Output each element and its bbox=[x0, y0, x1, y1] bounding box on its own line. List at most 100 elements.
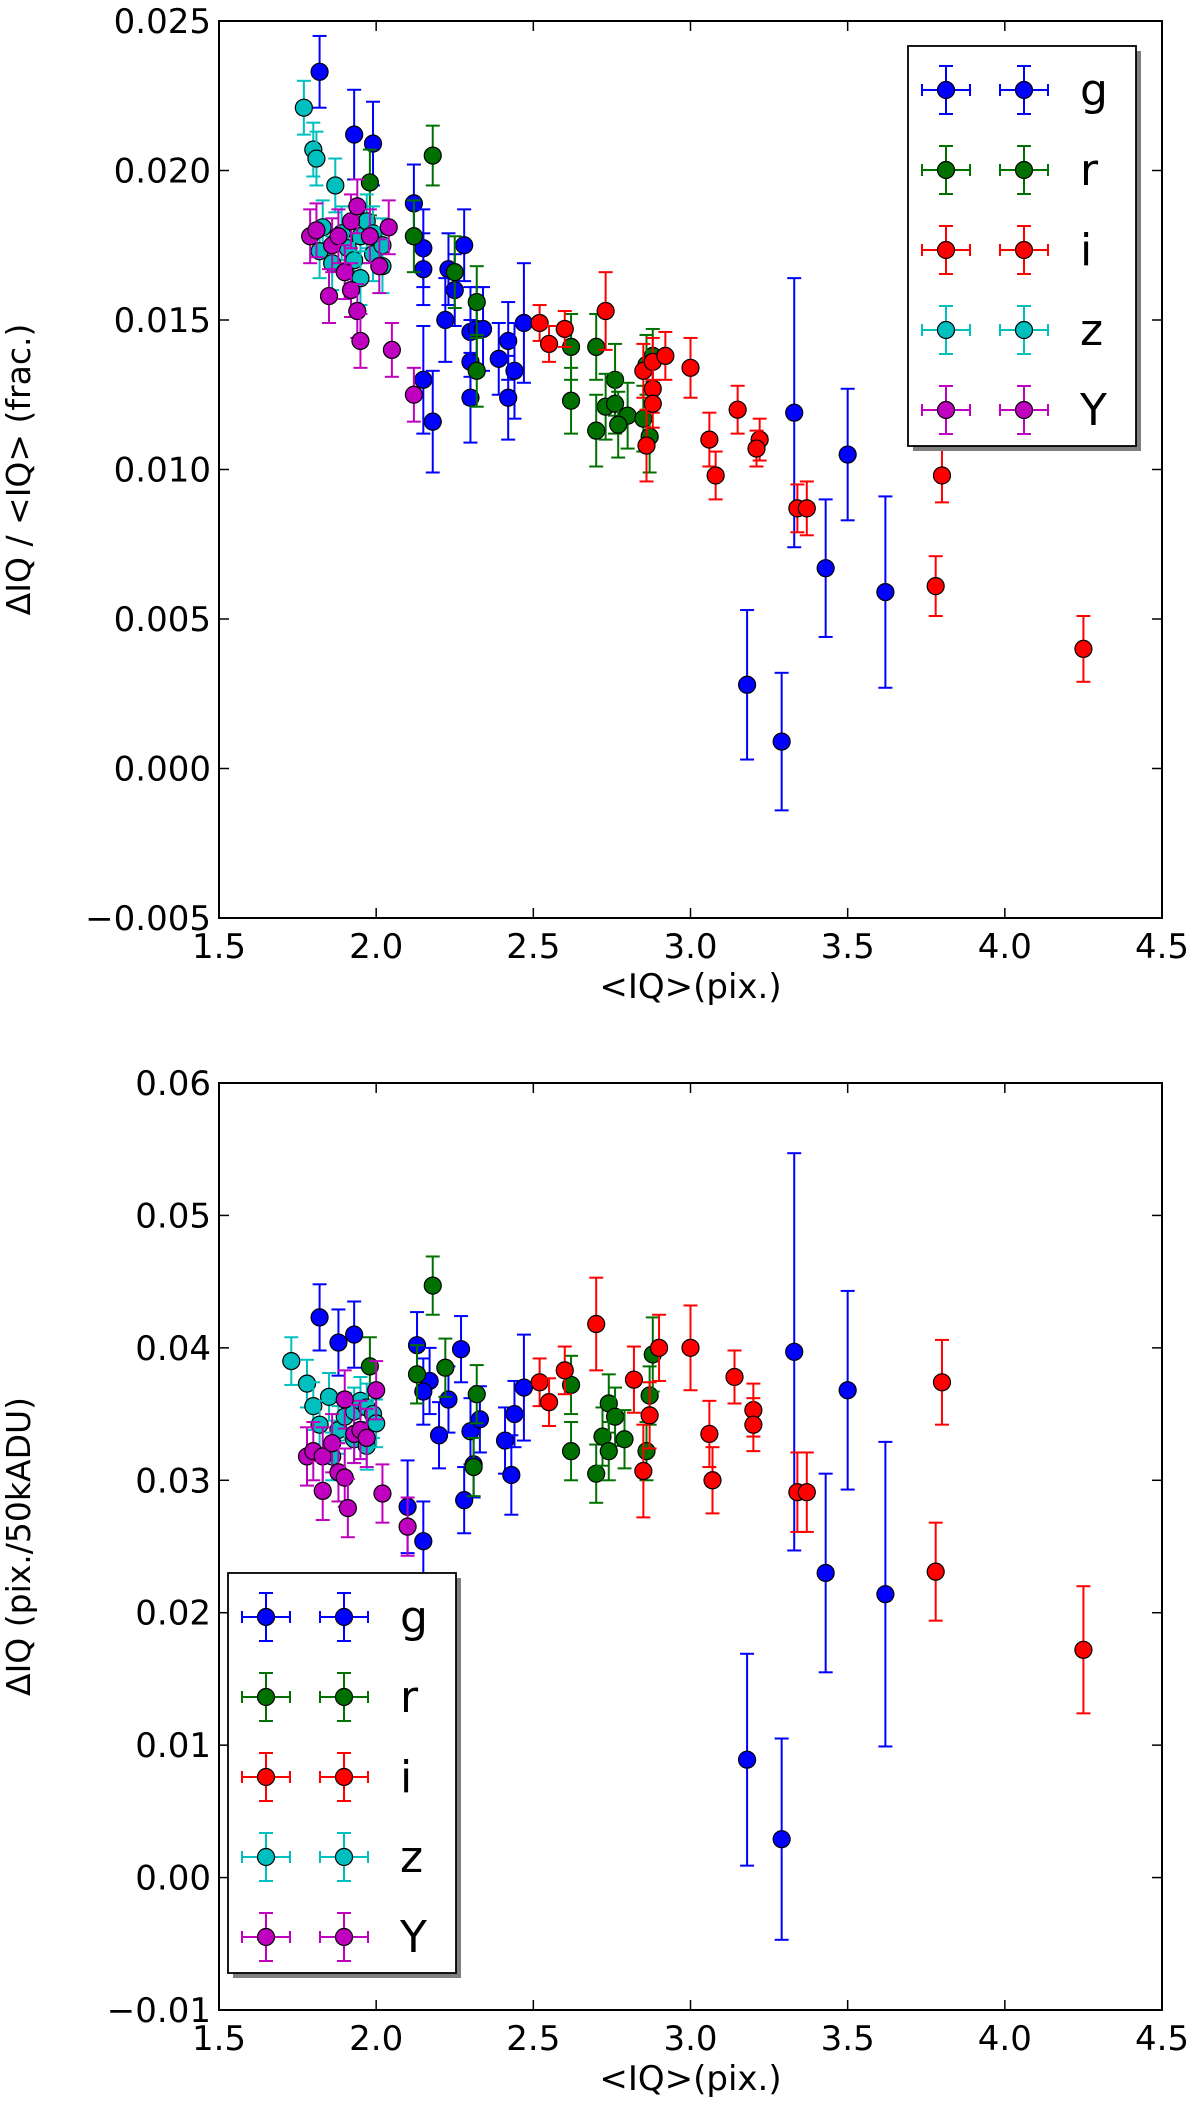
x-axis-label: <IQ>(pix.) bbox=[599, 967, 781, 1007]
point-g-6 bbox=[429, 1426, 449, 1445]
point-i-13 bbox=[744, 1415, 763, 1434]
x-tick-label-3: 3.0 bbox=[663, 927, 717, 967]
point-r-14 bbox=[637, 1442, 656, 1461]
series-r bbox=[360, 1255, 662, 1504]
y-tick-label-1: 0.00 bbox=[135, 1859, 211, 1899]
point-i-9 bbox=[643, 394, 662, 413]
point-r-0 bbox=[423, 1276, 442, 1295]
x-axis-label: <IQ>(pix.) bbox=[599, 2059, 781, 2099]
chart-panel-1: 1.5 2.0 2.5 3.0 3.5 4.0 4.5 <IQ>(pix.) −0.005 0.0… bbox=[0, 2, 1189, 1007]
legend-marker-r bbox=[1014, 160, 1034, 180]
y-tick-label-3: 0.02 bbox=[135, 1594, 211, 1634]
point-z-2 bbox=[304, 1397, 323, 1416]
legend-entry-i: i bbox=[921, 225, 1092, 276]
point-Y-9 bbox=[348, 301, 367, 321]
legend-entry-g: g bbox=[921, 65, 1108, 116]
point-r-0 bbox=[423, 146, 442, 165]
point-Y-3 bbox=[329, 227, 348, 246]
point-Y-12 bbox=[379, 218, 398, 237]
point-i-1 bbox=[539, 334, 559, 354]
point-i-12 bbox=[706, 466, 725, 485]
point-i-11 bbox=[725, 1367, 744, 1387]
x-tick-label-6: 4.5 bbox=[1135, 927, 1189, 967]
point-r-3 bbox=[467, 292, 486, 312]
point-z-1 bbox=[297, 1374, 317, 1393]
point-i-7 bbox=[649, 1338, 669, 1357]
legend-label-r: r bbox=[1080, 145, 1099, 196]
legend-entry-g: g bbox=[241, 1592, 428, 1643]
point-g-14 bbox=[489, 349, 508, 368]
series-i bbox=[530, 271, 1093, 683]
point-z-0 bbox=[294, 98, 313, 117]
chart-panel-2: 1.5 2.0 2.5 3.0 3.5 4.0 4.5 <IQ>(pix.) −0.01 0.00… bbox=[0, 1064, 1189, 2099]
y-tick-label-1: 0.000 bbox=[114, 750, 211, 790]
legend-label-z: z bbox=[400, 1832, 423, 1883]
x-tick-label-6: 4.5 bbox=[1135, 2019, 1189, 2059]
point-Y-11 bbox=[357, 1428, 376, 1448]
point-g-1 bbox=[345, 125, 364, 144]
point-z-3 bbox=[326, 176, 345, 195]
point-g-24 bbox=[772, 1830, 791, 1849]
y-tick-label-4: 0.03 bbox=[135, 1461, 211, 1501]
point-g-24 bbox=[816, 559, 835, 578]
x-tick-label-1: 2.0 bbox=[349, 2019, 403, 2059]
point-g-8 bbox=[451, 1340, 471, 1359]
legend-marker-Y bbox=[334, 1927, 354, 1947]
point-i-10 bbox=[637, 436, 656, 455]
legend-label-r: r bbox=[400, 1672, 419, 1723]
y-tick-label-6: 0.025 bbox=[114, 2, 211, 42]
point-r-1 bbox=[360, 1357, 379, 1376]
x-tick-label-1: 2.0 bbox=[349, 927, 403, 967]
point-g-14 bbox=[514, 1378, 534, 1397]
x-axis: 1.5 2.0 2.5 3.0 3.5 4.0 4.5 <IQ>(pix.) bbox=[192, 21, 1189, 1007]
x-tick-label-3: 3.0 bbox=[663, 2019, 717, 2059]
point-z-3 bbox=[319, 1387, 339, 1406]
y-axis-label: ΔIQ / <IQ> (frac.) bbox=[0, 324, 38, 616]
legend-entry-z: z bbox=[241, 1832, 423, 1883]
point-Y-14 bbox=[398, 1517, 417, 1536]
point-r-3 bbox=[436, 1358, 455, 1377]
point-Y-13 bbox=[373, 1484, 392, 1503]
legend-marker-Y bbox=[1014, 400, 1034, 420]
y-axis-label: ΔIQ (pix./50kADU) bbox=[0, 1397, 38, 1696]
y-tick-label-0: −0.01 bbox=[107, 1991, 211, 2031]
legend-label-g: g bbox=[400, 1592, 428, 1643]
point-g-16 bbox=[455, 1491, 474, 1510]
legend-label-Y: Y bbox=[1079, 385, 1107, 436]
legend-label-Y: Y bbox=[399, 1912, 427, 1963]
y-tick-label-4: 0.015 bbox=[114, 301, 211, 341]
point-g-2 bbox=[363, 134, 383, 153]
x-tick-label-5: 4.0 bbox=[978, 2019, 1032, 2059]
point-r-4 bbox=[445, 263, 464, 282]
point-g-7 bbox=[439, 1390, 458, 1409]
point-Y-11 bbox=[370, 257, 389, 276]
point-Y-8 bbox=[341, 281, 361, 300]
point-g-26 bbox=[737, 675, 757, 694]
point-i-17 bbox=[926, 1562, 945, 1581]
point-g-20 bbox=[838, 1381, 857, 1400]
series-Y bbox=[297, 1360, 417, 1557]
point-r-16 bbox=[587, 421, 606, 440]
point-g-15 bbox=[499, 331, 518, 351]
point-i-15 bbox=[797, 1483, 816, 1502]
point-r-17 bbox=[609, 415, 628, 434]
legend-entry-z: z bbox=[921, 305, 1103, 356]
point-Y-1 bbox=[307, 221, 326, 240]
point-r-1 bbox=[360, 173, 379, 192]
point-g-23 bbox=[838, 445, 857, 464]
point-g-8 bbox=[455, 236, 474, 255]
legend-marker-z bbox=[334, 1847, 354, 1867]
point-r-5 bbox=[464, 1457, 483, 1477]
y-tick-label-3: 0.010 bbox=[114, 451, 211, 491]
legend-marker-r bbox=[256, 1687, 276, 1707]
point-i-9 bbox=[700, 1424, 719, 1444]
point-i-16 bbox=[932, 1373, 952, 1392]
legend-marker-g bbox=[936, 80, 956, 100]
legend-entry-i: i bbox=[241, 1752, 412, 1803]
y-axis: −0.01 0.00 0.01 0.02 0.03 0.04 0.05 0.06 ΔIQ (pi… bbox=[0, 1064, 1162, 2031]
legend-marker-z bbox=[1014, 320, 1034, 340]
legend-entry-Y: Y bbox=[921, 385, 1107, 436]
point-Y-15 bbox=[360, 227, 379, 246]
